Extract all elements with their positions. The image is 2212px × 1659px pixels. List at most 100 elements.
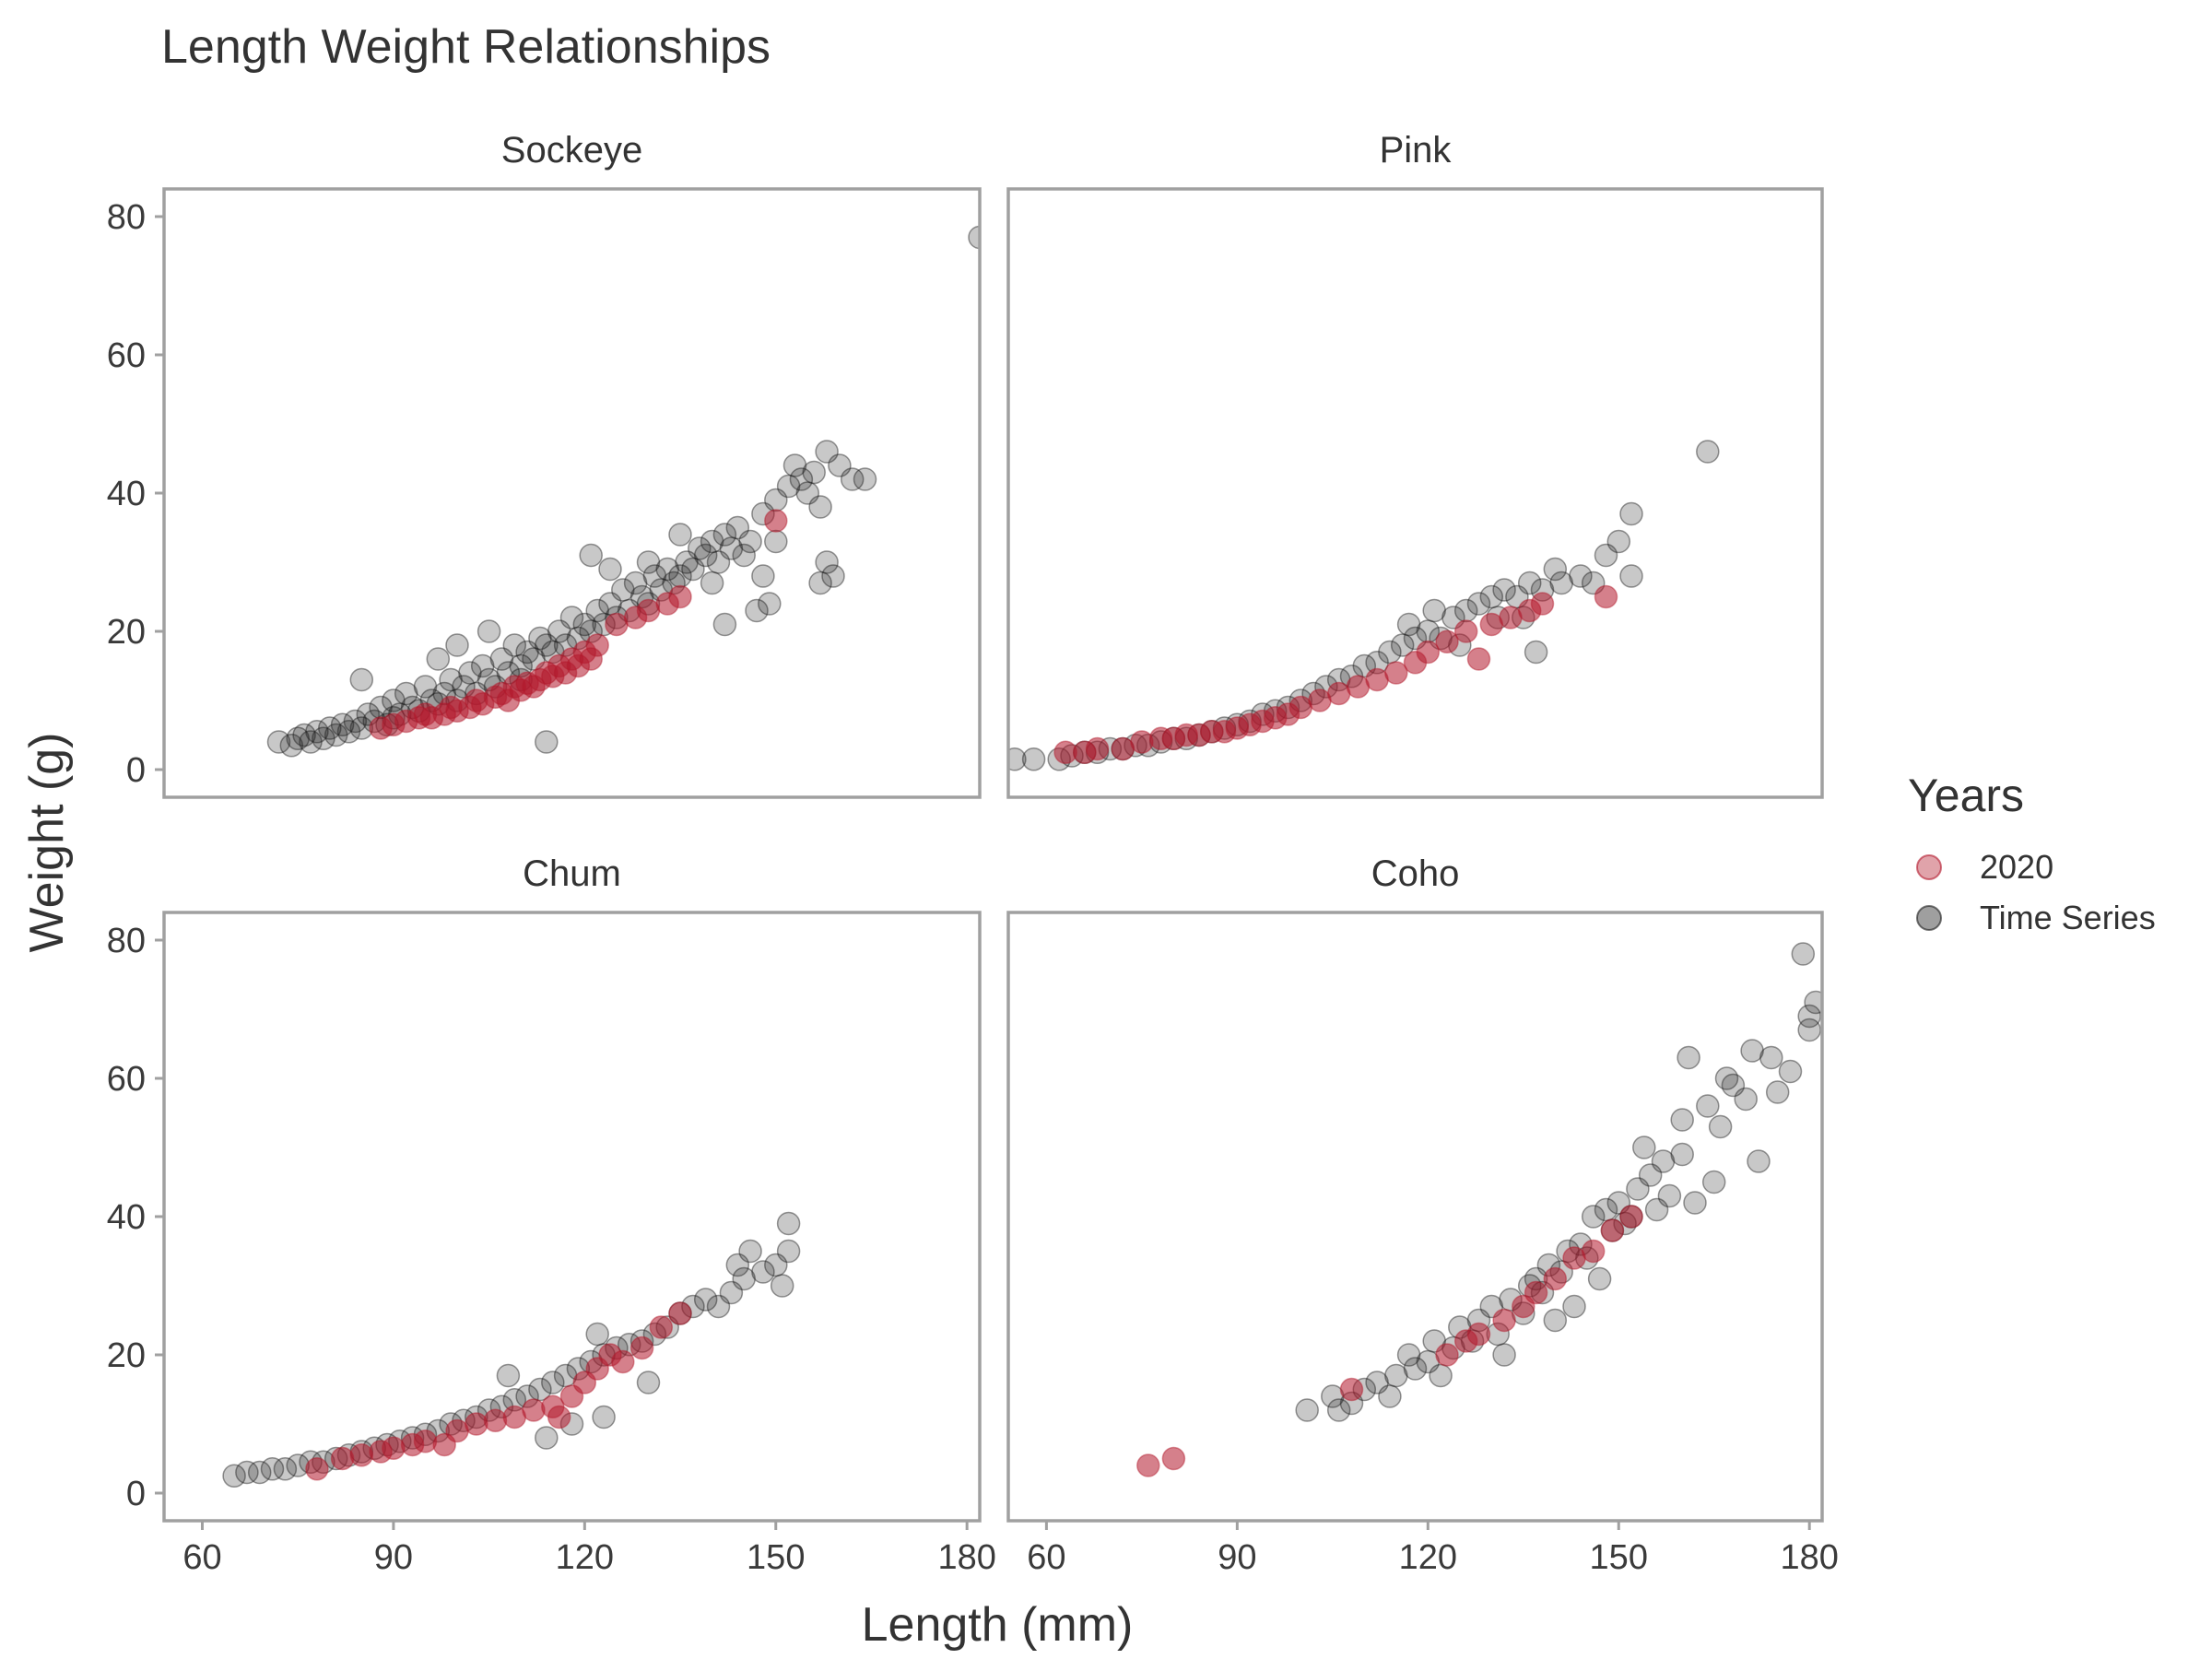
point-time-series xyxy=(732,1266,756,1291)
y-tick-label: 20 xyxy=(107,613,146,652)
panel-title-pink: Pink xyxy=(1380,130,1453,171)
point-time-series xyxy=(719,536,744,560)
point-2020 xyxy=(522,1398,546,1422)
point-2020 xyxy=(349,1443,374,1467)
point-time-series xyxy=(1714,1066,1739,1090)
point-time-series xyxy=(1429,1363,1453,1388)
point-time-series xyxy=(382,688,406,712)
point-time-series xyxy=(349,667,374,692)
x-tick-label: 180 xyxy=(937,1538,995,1577)
point-2020 xyxy=(1384,661,1408,685)
point-time-series xyxy=(1797,1004,1821,1029)
point-time-series xyxy=(681,557,705,582)
axes-layer: 0 20 40 60 80 0 20 40 60 80 60 90 120 150 180 60 90 120 15… xyxy=(107,198,1839,1577)
point-time-series xyxy=(1492,1343,1516,1367)
legend-title: Years xyxy=(1908,770,2024,821)
point-time-series xyxy=(1021,747,1046,771)
x-tick-label: 180 xyxy=(1781,1538,1839,1577)
legend-label-time-series: Time Series xyxy=(1980,899,2156,936)
point-time-series xyxy=(1759,1045,1783,1070)
point-time-series xyxy=(693,543,718,568)
point-time-series xyxy=(305,720,329,744)
panel-title-coho: Coho xyxy=(1371,853,1460,894)
point-time-series xyxy=(1422,598,1446,623)
point-time-series xyxy=(1791,942,1816,966)
panel-chum: Chum xyxy=(162,853,982,1523)
y-tick-label: 60 xyxy=(107,336,146,375)
point-time-series xyxy=(1378,1384,1402,1408)
y-tick-label: 60 xyxy=(107,1060,146,1099)
point-time-series xyxy=(1734,1087,1758,1112)
series-time-series xyxy=(222,1211,801,1488)
y-tick-label: 20 xyxy=(107,1336,146,1375)
point-time-series xyxy=(853,467,877,491)
point-2020 xyxy=(1600,1218,1625,1242)
point-time-series xyxy=(688,536,712,560)
point-time-series xyxy=(668,523,692,547)
point-2020 xyxy=(1161,1446,1186,1471)
series-time-series xyxy=(1295,942,1822,1422)
point-time-series xyxy=(559,606,584,629)
x-tick-label: 90 xyxy=(374,1538,413,1577)
panel-title-chum: Chum xyxy=(523,853,621,894)
point-time-series xyxy=(1619,564,1643,588)
point-time-series xyxy=(1517,571,1542,595)
point-2020 xyxy=(764,509,788,533)
point-time-series xyxy=(1549,571,1573,595)
point-time-series xyxy=(496,1363,521,1388)
point-time-series xyxy=(968,225,980,250)
point-time-series xyxy=(1721,1073,1746,1098)
point-time-series xyxy=(318,716,342,740)
y-axis-title: Weight (g) xyxy=(20,733,74,953)
y-tick-label: 40 xyxy=(107,1198,146,1237)
series-2020 xyxy=(1136,1205,1643,1477)
point-time-series xyxy=(1644,1197,1669,1222)
point-time-series xyxy=(745,598,769,623)
point-time-series xyxy=(439,667,463,692)
point-time-series xyxy=(1396,1343,1421,1367)
point-time-series xyxy=(1008,747,1027,771)
point-time-series xyxy=(815,440,839,464)
panels-layer: Sockeye Pink Chum Coho xyxy=(162,130,1824,1523)
point-time-series xyxy=(764,529,788,554)
point-time-series xyxy=(1651,1149,1676,1173)
point-time-series xyxy=(1365,1371,1389,1394)
panel-frame xyxy=(162,187,982,799)
point-time-series xyxy=(336,720,361,744)
point-time-series xyxy=(1384,1363,1408,1388)
point-time-series xyxy=(477,619,501,643)
point-time-series xyxy=(1396,612,1421,637)
point-2020 xyxy=(1339,1377,1364,1402)
point-time-series xyxy=(1696,1094,1720,1118)
point-time-series xyxy=(247,1460,272,1485)
point-time-series xyxy=(636,1371,661,1394)
point-2020 xyxy=(668,1301,692,1325)
point-time-series xyxy=(394,681,418,706)
point-time-series xyxy=(719,1280,744,1305)
point-time-series xyxy=(802,460,826,485)
points-pink xyxy=(1008,440,1720,771)
point-time-series xyxy=(286,726,310,751)
series-2020 xyxy=(369,509,788,740)
point-2020 xyxy=(465,1412,488,1436)
point-time-series xyxy=(1562,1294,1586,1319)
point-time-series xyxy=(693,1288,718,1312)
point-time-series xyxy=(1326,1398,1351,1422)
panel-title-sockeye: Sockeye xyxy=(501,130,642,171)
point-time-series xyxy=(770,1274,794,1298)
legend-key-time-series xyxy=(1916,905,1942,931)
point-time-series xyxy=(636,550,661,574)
x-axis-title: Length (mm) xyxy=(862,1598,1134,1652)
point-time-series xyxy=(598,592,622,616)
point-time-series xyxy=(572,612,597,637)
point-2020 xyxy=(1543,1266,1568,1291)
point-time-series xyxy=(547,619,571,643)
point-time-series xyxy=(706,550,731,574)
point-time-series xyxy=(592,1405,616,1430)
panel-frame xyxy=(1006,911,1824,1523)
point-time-series xyxy=(808,571,832,595)
point-2020 xyxy=(611,1349,635,1374)
point-time-series xyxy=(1390,633,1415,657)
y-tick-label: 40 xyxy=(107,475,146,513)
